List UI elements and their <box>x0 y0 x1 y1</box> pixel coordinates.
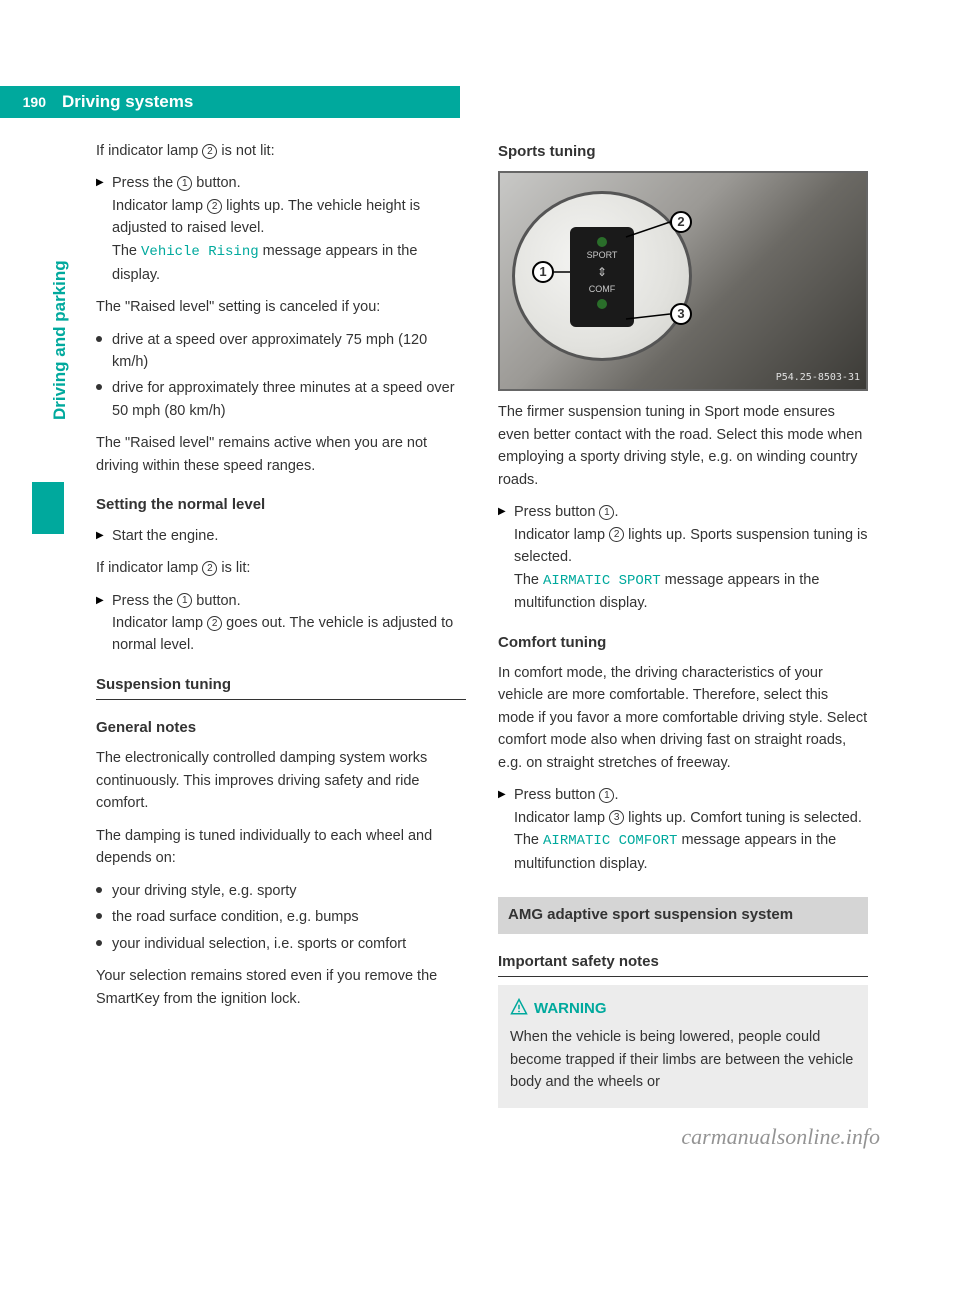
watermark: carmanualsonline.info <box>681 1124 880 1150</box>
body-text: In comfort mode, the driving characteris… <box>498 662 868 774</box>
body-text: The firmer suspension tuning in Sport mo… <box>498 401 868 491</box>
list-item: your driving style, e.g. sporty <box>96 880 466 902</box>
step-list: Press button 1. Indicator lamp 2 lights … <box>498 501 868 615</box>
callout-lines <box>498 171 868 391</box>
warning-box: WARNING When the vehicle is being lowere… <box>498 985 868 1108</box>
left-column: If indicator lamp 2 is not lit: Press th… <box>96 140 466 1108</box>
list-item: your individual selection, i.e. sports o… <box>96 933 466 955</box>
callout-2-icon: 2 <box>207 616 222 631</box>
warning-label-text: WARNING <box>534 1000 607 1017</box>
warning-label: WARNING <box>510 997 856 1020</box>
step-list: Press button 1. Indicator lamp 3 lights … <box>498 784 868 875</box>
callout-2-icon: 2 <box>207 199 222 214</box>
callout-2-icon: 2 <box>202 561 217 576</box>
display-message: AIRMATIC SPORT <box>543 573 661 589</box>
step-item: Start the engine. <box>96 525 466 547</box>
body-text: The "Raised level" remains active when y… <box>96 432 466 477</box>
body-text: Your selection remains stored even if yo… <box>96 965 466 1010</box>
callout-2-icon: 2 <box>202 144 217 159</box>
list-item: the road surface condition, e.g. bumps <box>96 906 466 928</box>
display-message: Vehicle Rising <box>141 244 259 260</box>
callout-2-icon: 2 <box>609 527 624 542</box>
subheading-rule: Suspension tuning <box>96 673 466 700</box>
body-text: The damping is tuned individually to eac… <box>96 825 466 870</box>
step-list: Press the 1 button. Indicator lamp 2 lig… <box>96 172 466 286</box>
list-item: drive at a speed over approximately 75 m… <box>96 329 466 374</box>
subheading: General notes <box>96 716 466 739</box>
step-item: Press the 1 button. Indicator lamp 2 lig… <box>96 172 466 286</box>
bullet-list: drive at a speed over approximately 75 m… <box>96 329 466 423</box>
airmatic-button-illustration: SPORT ⇕ COMF 1 2 3 P54.25-8503-31 <box>498 171 868 391</box>
subheading: Comfort tuning <box>498 631 868 654</box>
warning-text: When the vehicle is being lowered, peopl… <box>510 1026 856 1093</box>
header-band: 190 Driving systems <box>0 86 460 118</box>
callout-1-icon: 1 <box>599 505 614 520</box>
step-item: Press button 1. Indicator lamp 3 lights … <box>498 784 868 875</box>
right-column: Sports tuning SPORT ⇕ COMF 1 2 3 <box>498 140 868 1108</box>
warning-icon <box>510 998 528 1016</box>
body-text: If indicator lamp 2 is lit: <box>96 557 466 579</box>
callout-1-icon: 1 <box>599 788 614 803</box>
body-text: If indicator lamp 2 is not lit: <box>96 140 466 162</box>
subheading-rule: Important safety notes <box>498 950 868 977</box>
list-item: drive for approximately three minutes at… <box>96 377 466 422</box>
step-list: Start the engine. <box>96 525 466 547</box>
header-title: Driving systems <box>54 92 193 112</box>
step-list: Press the 1 button. Indicator lamp 2 goe… <box>96 590 466 657</box>
page-number: 190 <box>0 94 54 110</box>
step-item: Press the 1 button. Indicator lamp 2 goe… <box>96 590 466 657</box>
step-item: Press button 1. Indicator lamp 2 lights … <box>498 501 868 615</box>
body-text: The electronically controlled damping sy… <box>96 747 466 814</box>
side-block <box>32 482 64 534</box>
content-columns: If indicator lamp 2 is not lit: Press th… <box>96 140 880 1108</box>
subheading: Sports tuning <box>498 140 868 163</box>
body-text: The "Raised level" setting is canceled i… <box>96 296 466 318</box>
callout-3-icon: 3 <box>609 810 624 825</box>
display-message: AIRMATIC COMFORT <box>543 833 677 849</box>
subheading: Setting the normal level <box>96 493 466 516</box>
bullet-list: your driving style, e.g. sporty the road… <box>96 880 466 955</box>
manual-page: 190 Driving systems Driving and parking … <box>0 0 960 1168</box>
callout-1-icon: 1 <box>177 176 192 191</box>
side-label: Driving and parking <box>50 260 70 420</box>
section-title: AMG adaptive sport suspension system <box>498 897 868 933</box>
callout-1-icon: 1 <box>177 593 192 608</box>
illustration-code: P54.25-8503-31 <box>776 370 860 386</box>
